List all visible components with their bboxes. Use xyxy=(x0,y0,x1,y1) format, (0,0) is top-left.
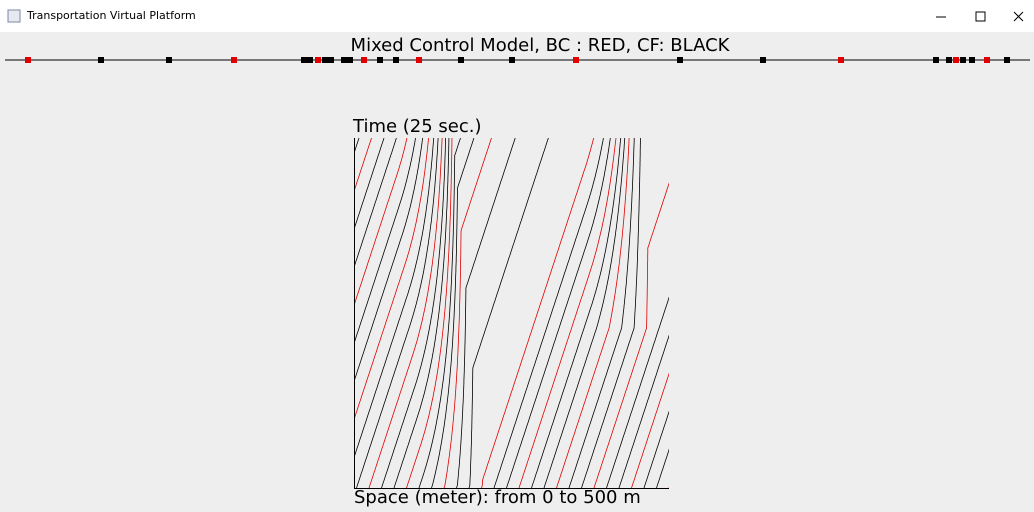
trajectory xyxy=(631,372,669,488)
trajectory xyxy=(431,138,475,488)
trajectory xyxy=(493,138,604,488)
close-button[interactable] xyxy=(1013,11,1024,22)
trajectory xyxy=(182,138,297,488)
trajectory xyxy=(132,138,247,488)
trajectory xyxy=(593,182,669,488)
vehicle xyxy=(361,57,367,63)
vehicle xyxy=(25,57,31,63)
app-icon xyxy=(7,9,21,23)
trajectory xyxy=(119,138,234,488)
trajectory xyxy=(207,138,322,488)
vehicle xyxy=(1004,57,1010,63)
vehicle xyxy=(677,57,683,63)
x-axis-label: Space (meter): from 0 to 500 m xyxy=(354,487,641,508)
trajectory xyxy=(443,138,492,488)
vehicle xyxy=(393,57,399,63)
vehicle xyxy=(984,57,990,63)
trajectory xyxy=(169,138,284,488)
trajectory xyxy=(356,138,439,488)
trajectory xyxy=(456,138,516,488)
trajectory xyxy=(354,138,423,383)
trajectory xyxy=(468,138,549,488)
vehicle xyxy=(416,57,422,63)
trajectory xyxy=(568,138,635,488)
trajectory xyxy=(107,138,222,488)
vehicle xyxy=(969,57,975,63)
vehicle xyxy=(231,57,237,63)
vehicle xyxy=(573,57,579,63)
vehicle xyxy=(166,57,172,63)
trajectory xyxy=(418,138,461,488)
trajectory xyxy=(518,138,617,488)
trajectory xyxy=(656,448,669,488)
trajectory xyxy=(682,138,797,488)
trajectory xyxy=(556,138,630,488)
trajectories xyxy=(94,138,797,488)
trajectory xyxy=(581,138,641,488)
vehicle xyxy=(946,57,952,63)
title-bar xyxy=(0,0,1034,32)
vehicle xyxy=(458,57,464,63)
trajectory xyxy=(606,296,669,488)
trajectory xyxy=(232,138,347,488)
trajectory xyxy=(157,138,272,488)
y-axis-label: Time (25 sec.) xyxy=(352,116,482,137)
vehicle xyxy=(98,57,104,63)
trajectory xyxy=(354,138,435,459)
trajectory xyxy=(481,138,595,488)
vehicle xyxy=(838,57,844,63)
trajectory xyxy=(354,138,385,231)
trajectory xyxy=(368,138,443,488)
vehicle xyxy=(953,57,959,63)
trajectory xyxy=(354,138,408,307)
vehicle xyxy=(301,57,307,63)
trajectory xyxy=(354,138,360,155)
vehicle xyxy=(377,57,383,63)
trajectory xyxy=(354,138,397,269)
trajectory xyxy=(668,486,669,488)
vehicle xyxy=(760,57,766,63)
trajectory xyxy=(506,138,611,488)
trajectory xyxy=(194,138,309,488)
vehicle xyxy=(307,57,313,63)
vehicle xyxy=(322,57,328,63)
trajectory xyxy=(354,138,429,421)
trajectory xyxy=(618,334,669,488)
vehicle xyxy=(933,57,939,63)
trajectory xyxy=(144,138,259,488)
trajectory xyxy=(531,138,622,488)
vehicle xyxy=(347,57,353,63)
vehicle xyxy=(328,57,334,63)
vehicles xyxy=(25,57,1010,63)
trajectory xyxy=(381,138,447,488)
trajectory xyxy=(406,138,453,488)
window-title: Transportation Virtual Platform xyxy=(26,9,196,22)
vehicle xyxy=(509,57,515,63)
vehicle xyxy=(315,57,321,63)
vehicle xyxy=(341,57,347,63)
trajectory xyxy=(354,138,416,345)
maximize-button[interactable] xyxy=(975,11,986,22)
trajectory xyxy=(94,138,209,488)
model-title: Mixed Control Model, BC : RED, CF: BLACK xyxy=(351,35,731,56)
trajectory xyxy=(393,138,450,488)
trajectory xyxy=(643,410,669,488)
vehicle xyxy=(960,57,966,63)
trajectory xyxy=(219,138,334,488)
trajectory xyxy=(543,138,626,488)
